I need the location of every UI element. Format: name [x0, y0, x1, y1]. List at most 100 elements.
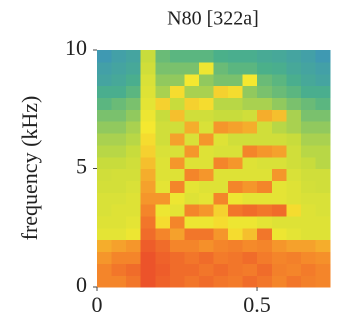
- heatmap-cell: [286, 50, 302, 63]
- heatmap-cell: [155, 263, 171, 276]
- heatmap-cell: [111, 251, 127, 264]
- heatmap: [97, 50, 331, 288]
- heatmap-cell: [257, 180, 273, 193]
- heatmap-cell: [155, 227, 171, 241]
- heatmap-cell: [155, 204, 171, 217]
- heatmap-cell: [315, 109, 331, 122]
- heatmap-cell: [271, 204, 287, 217]
- heatmap-cell: [184, 180, 200, 193]
- heatmap-cell: [169, 61, 185, 75]
- heatmap-cell: [213, 132, 229, 146]
- heatmap-cell: [271, 180, 287, 193]
- heatmap-cell: [97, 215, 113, 229]
- heatmap-cell: [97, 97, 113, 110]
- y-tick-label: 0: [76, 272, 87, 297]
- heatmap-cell: [228, 73, 244, 87]
- heatmap-cell: [300, 168, 317, 181]
- heatmap-cell: [155, 85, 171, 98]
- heatmap-cell: [184, 227, 200, 241]
- heatmap-cell: [257, 50, 273, 63]
- heatmap-cell: [111, 109, 127, 122]
- heatmap-cell: [228, 156, 244, 170]
- heatmap-cell: [198, 73, 215, 87]
- heatmap-cell: [300, 227, 317, 241]
- heatmap-cell: [286, 85, 302, 98]
- heatmap-cell: [257, 109, 273, 122]
- heatmap-cell: [169, 204, 185, 217]
- heatmap-cell: [271, 132, 287, 146]
- heatmap-cell: [213, 180, 229, 193]
- heatmap-cell: [257, 97, 273, 110]
- heatmap-cell: [315, 215, 331, 229]
- heatmap-cell: [184, 275, 200, 288]
- heatmap-cell: [198, 251, 215, 264]
- heatmap-cell: [228, 144, 244, 158]
- heatmap-cell: [213, 275, 229, 288]
- heatmap-cell: [97, 204, 113, 217]
- heatmap-cell: [198, 144, 215, 158]
- x-tick-label: 0.5: [243, 292, 271, 317]
- heatmap-cell: [242, 121, 258, 134]
- heatmap-cell: [155, 180, 171, 193]
- heatmap-cell: [126, 144, 142, 158]
- heatmap-cell: [97, 50, 113, 63]
- heatmap-cell: [213, 239, 229, 253]
- heatmap-cell: [126, 121, 142, 134]
- heatmap-cell: [257, 144, 273, 158]
- heatmap-cell: [213, 73, 229, 87]
- heatmap-cell: [140, 156, 156, 170]
- heatmap-cell: [257, 85, 273, 98]
- heatmap-cell: [184, 168, 200, 181]
- heatmap-cell: [242, 215, 258, 229]
- heatmap-cell: [257, 263, 273, 276]
- heatmap-cell: [286, 275, 302, 288]
- heatmap-cell: [169, 85, 185, 98]
- heatmap-cell: [242, 180, 258, 193]
- heatmap-cell: [315, 251, 331, 264]
- heatmap-cell: [213, 168, 229, 181]
- heatmap-cell: [242, 192, 258, 205]
- heatmap-cell: [242, 97, 258, 110]
- heatmap-cell: [155, 121, 171, 134]
- heatmap-cell: [169, 156, 185, 170]
- heatmap-cell: [286, 168, 302, 181]
- heatmap-cell: [315, 121, 331, 134]
- heatmap-cell: [111, 239, 127, 253]
- heatmap-cell: [300, 204, 317, 217]
- heatmap-cell: [169, 97, 185, 110]
- heatmap-cell: [140, 215, 156, 229]
- heatmap-cell: [198, 109, 215, 122]
- heatmap-cell: [315, 156, 331, 170]
- heatmap-cell: [198, 168, 215, 181]
- heatmap-cell: [184, 204, 200, 217]
- heatmap-cell: [97, 239, 113, 253]
- heatmap-cell: [97, 144, 113, 158]
- heatmap-cell: [198, 227, 215, 241]
- heatmap-cell: [140, 50, 156, 63]
- heatmap-cell: [300, 215, 317, 229]
- heatmap-cell: [97, 132, 113, 146]
- heatmap-cell: [126, 204, 142, 217]
- heatmap-cell: [242, 50, 258, 63]
- heatmap-cell: [169, 239, 185, 253]
- heatmap-cell: [213, 251, 229, 264]
- heatmap-cell: [228, 192, 244, 205]
- heatmap-cell: [228, 61, 244, 75]
- heatmap-cell: [155, 215, 171, 229]
- heatmap-cell: [213, 192, 229, 205]
- heatmap-cell: [315, 275, 331, 288]
- heatmap-cell: [97, 251, 113, 264]
- heatmap-cell: [111, 132, 127, 146]
- heatmap-cell: [169, 251, 185, 264]
- heatmap-cell: [198, 61, 215, 75]
- heatmap-cell: [169, 180, 185, 193]
- heatmap-cell: [184, 85, 200, 98]
- heatmap-cell: [155, 73, 171, 87]
- y-tick-label: 5: [76, 154, 87, 179]
- heatmap-cell: [169, 50, 185, 63]
- heatmap-cell: [126, 73, 142, 87]
- heatmap-cell: [169, 215, 185, 229]
- heatmap-cell: [257, 121, 273, 134]
- heatmap-cell: [184, 144, 200, 158]
